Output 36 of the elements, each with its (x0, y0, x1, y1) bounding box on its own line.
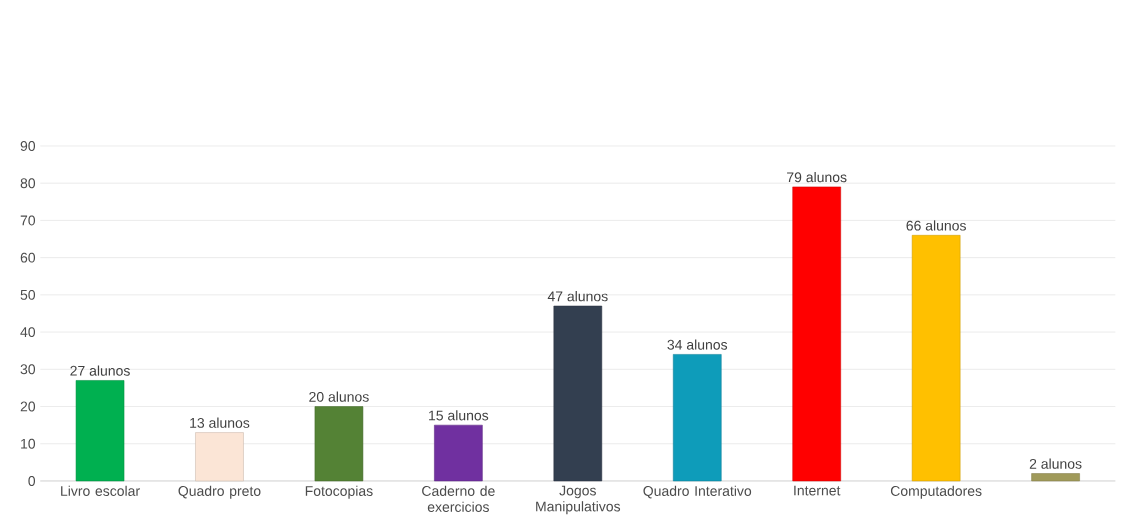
data-label: 47 alunos (547, 291, 608, 302)
x-tick-label: Livro escolar (61, 485, 140, 496)
y-tick-label: 40 (20, 327, 36, 338)
data-label: 79 alunos (787, 171, 847, 183)
x-tick-label: Computadores (890, 485, 982, 499)
x-tick-label: Jogos Manipulativos (536, 485, 621, 515)
data-label: 15 alunos (429, 410, 489, 421)
y-tick-label: 80 (20, 178, 36, 189)
bar (911, 235, 961, 482)
x-tick-label: Internet (794, 485, 841, 496)
data-label: 13 alunos (190, 417, 250, 428)
data-label: 20 alunos (309, 391, 369, 402)
data-label: 66 alunos (906, 220, 966, 231)
bar (792, 186, 841, 482)
bar (553, 305, 603, 482)
data-label: 2 alunos (1029, 458, 1082, 469)
x-tick-label: Caderno de exercicios (422, 485, 495, 512)
data-label: 27 alunos (70, 365, 130, 376)
y-tick-label: 20 (20, 401, 36, 412)
bar (672, 354, 722, 482)
y-tick-label: 50 (20, 289, 36, 300)
y-tick-label: 60 (20, 252, 36, 263)
data-label: 34 alunos (667, 339, 728, 350)
bar (314, 406, 364, 482)
bar (195, 432, 244, 482)
y-tick-label: 90 (20, 141, 36, 151)
x-tick-label: Fotocopias (305, 485, 373, 499)
y-tick-label: 0 (28, 476, 36, 486)
y-tick-label: 30 (20, 364, 36, 375)
y-tick-label: 70 (20, 215, 36, 226)
x-tick-label: Quadro Interativo (643, 485, 752, 499)
bar (1031, 473, 1080, 482)
bar (75, 380, 125, 482)
x-tick-label: Quadro preto (178, 485, 261, 499)
bar (434, 424, 483, 482)
y-tick-label: 10 (21, 438, 36, 449)
